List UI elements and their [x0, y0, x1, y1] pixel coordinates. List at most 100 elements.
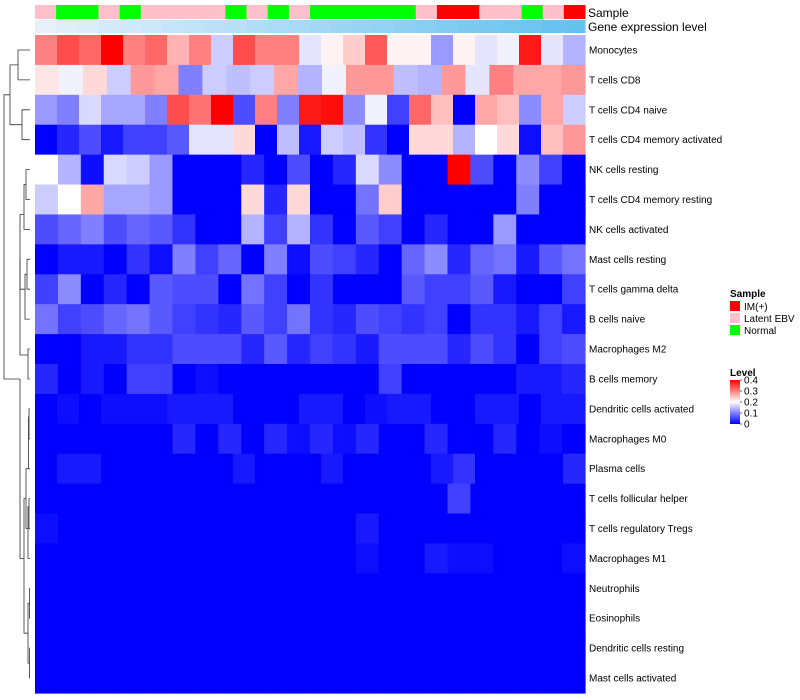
heatmap-cell — [539, 154, 563, 186]
heatmap-cell — [241, 633, 265, 664]
heatmap-cell — [103, 543, 128, 574]
heatmap-cell — [80, 184, 105, 216]
heatmap-cell — [172, 184, 197, 216]
heatmap-cell — [287, 483, 311, 515]
heatmap-cell — [539, 633, 563, 664]
heatmap-cell — [264, 304, 288, 335]
heatmap-cell — [287, 633, 311, 664]
heatmap-cell — [539, 513, 563, 545]
heatmap-cell — [287, 154, 311, 186]
dendrogram-branch — [27, 348, 30, 380]
heatmap-cell — [332, 244, 357, 275]
sample-annotation-cell — [267, 5, 290, 19]
heatmap-cell — [424, 244, 449, 275]
heatmap-cell — [493, 663, 517, 694]
row-labels: Monocytes T cells CD8 T cells CD4 naive T c… — [589, 45, 722, 684]
heatmap-cell — [195, 513, 219, 545]
level-tick-label: 0.4 — [744, 376, 758, 387]
heatmap-cell — [35, 35, 58, 66]
heatmap-cell — [167, 124, 190, 156]
heatmap-cell — [299, 35, 322, 66]
dendrogram-branch — [23, 184, 30, 230]
heatmap-cell — [409, 35, 432, 66]
heatmap-cell — [539, 573, 563, 604]
heatmap-cell — [299, 94, 322, 126]
dendrogram-branch — [25, 169, 30, 200]
heatmap-cell — [332, 513, 357, 545]
heatmap-cell — [401, 483, 426, 515]
dendrogram-branch — [23, 498, 28, 634]
heatmap-cell — [57, 184, 82, 216]
heatmap-cell — [195, 364, 219, 395]
heatmap-cell — [287, 603, 311, 634]
heatmap-cells — [35, 35, 586, 694]
heatmap-cell — [172, 244, 197, 275]
heatmap-cell — [378, 513, 403, 545]
heatmap-cell — [310, 214, 334, 245]
heatmap-cell — [103, 154, 128, 186]
heatmap-cell — [387, 35, 410, 66]
sample-annotation-cell — [35, 5, 57, 19]
heatmap-cell — [126, 184, 151, 216]
heatmap-cell — [332, 154, 357, 186]
sample-legend-swatch — [730, 313, 740, 323]
heatmap-cell — [401, 513, 426, 545]
row-label: Macrophages M1 — [589, 554, 667, 565]
expression-annotation-cell — [479, 20, 501, 33]
heatmap-cell — [355, 513, 380, 545]
heatmap-cell — [149, 543, 174, 574]
heatmap-cell — [35, 573, 59, 604]
heatmap-cell — [172, 154, 197, 186]
expression-annotation-cell — [415, 20, 438, 33]
heatmap-cell — [172, 274, 197, 305]
sample-legend-swatch — [730, 301, 740, 311]
heatmap-cell — [123, 453, 146, 485]
heatmap-cell — [424, 184, 449, 216]
heatmap-cell — [431, 453, 454, 485]
heatmap-cell — [35, 274, 59, 305]
heatmap-cell — [332, 364, 357, 395]
row-label: Macrophages M0 — [589, 434, 667, 445]
heatmap-cell — [202, 64, 227, 96]
heatmap-cell — [447, 274, 472, 305]
heatmap-cell — [345, 64, 371, 96]
heatmap-cell — [409, 453, 432, 485]
heatmap-cell — [35, 633, 59, 664]
row-label: Plasma cells — [589, 464, 645, 475]
heatmap-cell — [365, 94, 388, 126]
expression-annotation-cell — [35, 20, 57, 33]
heatmap-cell — [195, 244, 219, 275]
expression-annotation-cell — [161, 20, 184, 33]
heatmap-cell — [241, 274, 265, 305]
heatmap-cell — [470, 603, 494, 634]
heatmap-cell — [274, 64, 299, 96]
heatmap-cell — [103, 274, 128, 305]
expression-annotation-cell — [352, 20, 374, 33]
heatmap-cell — [149, 603, 174, 634]
heatmap-cell — [287, 573, 311, 604]
heatmap-cell — [189, 393, 212, 425]
heatmap-cell — [149, 154, 174, 186]
heatmap-cell — [447, 304, 472, 335]
dendrogram-branch — [19, 379, 24, 559]
heatmap-cell — [493, 364, 517, 395]
heatmap-cell — [167, 35, 190, 66]
heatmap-cell — [80, 214, 105, 245]
heatmap-cell — [447, 663, 472, 694]
heatmap-cell — [393, 64, 419, 96]
expression-annotation-cell — [288, 20, 311, 33]
sample-annotation-cell — [563, 5, 586, 19]
heatmap-cell — [424, 334, 449, 365]
heatmap-cell — [447, 483, 472, 515]
heatmap-cell — [149, 513, 174, 545]
expression-annotation-cell — [204, 20, 226, 33]
heatmap-cell — [475, 94, 498, 126]
heatmap-cell — [365, 453, 388, 485]
heatmap-cell — [218, 364, 242, 395]
heatmap-cell — [475, 393, 498, 425]
heatmap-cell — [126, 483, 151, 515]
heatmap-cell — [172, 214, 197, 245]
heatmap-cell — [57, 393, 80, 425]
heatmap-cell — [516, 364, 540, 395]
heatmap-cell — [103, 214, 128, 245]
